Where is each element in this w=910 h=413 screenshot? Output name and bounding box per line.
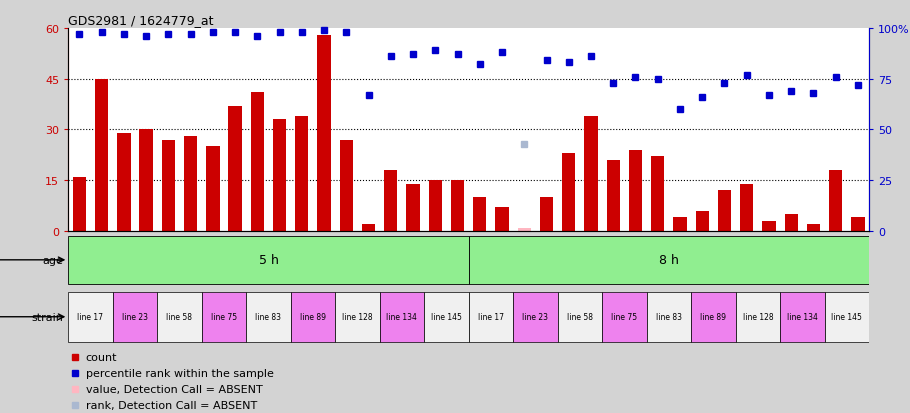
Bar (139, 130, 153, 231)
Bar (450, 180, 464, 231)
Bar (558, 292, 602, 342)
Bar (602, 292, 647, 342)
Text: line 128: line 128 (743, 313, 774, 321)
Bar (68, 292, 113, 342)
Bar (651, 157, 664, 231)
Bar (273, 120, 287, 231)
Text: line 128: line 128 (342, 313, 373, 321)
Text: line 83: line 83 (256, 313, 281, 321)
Text: line 134: line 134 (787, 313, 818, 321)
Bar (807, 225, 820, 231)
Bar (851, 218, 864, 231)
Bar (518, 228, 531, 231)
Text: strain: strain (32, 312, 64, 322)
Text: line 75: line 75 (612, 313, 637, 321)
Bar (824, 292, 869, 342)
Text: 8 h: 8 h (659, 254, 679, 267)
Text: line 17: line 17 (77, 313, 104, 321)
Bar (784, 214, 798, 231)
Text: line 134: line 134 (387, 313, 418, 321)
Bar (362, 225, 375, 231)
Bar (339, 140, 353, 231)
Text: line 75: line 75 (211, 313, 237, 321)
Bar (780, 292, 824, 342)
Bar (117, 133, 130, 231)
Bar (202, 292, 247, 342)
Bar (469, 236, 869, 284)
Bar (695, 211, 709, 231)
Bar (290, 292, 335, 342)
Bar (540, 197, 553, 231)
Bar (513, 292, 558, 342)
Bar (763, 221, 775, 231)
Bar (424, 292, 469, 342)
Bar (607, 160, 620, 231)
Text: value, Detection Call = ABSENT: value, Detection Call = ABSENT (86, 384, 263, 394)
Bar (379, 292, 424, 342)
Text: GDS2981 / 1624779_at: GDS2981 / 1624779_at (68, 14, 214, 27)
Bar (469, 292, 513, 342)
Text: line 58: line 58 (167, 313, 193, 321)
Bar (73, 177, 86, 231)
Bar (68, 236, 469, 284)
Text: line 83: line 83 (656, 313, 682, 321)
Text: line 89: line 89 (701, 313, 726, 321)
Bar (495, 208, 509, 231)
Text: count: count (86, 352, 117, 362)
Text: line 145: line 145 (431, 313, 462, 321)
Bar (157, 292, 202, 342)
Text: line 89: line 89 (300, 313, 326, 321)
Bar (647, 292, 691, 342)
Text: 5 h: 5 h (258, 254, 278, 267)
Text: percentile rank within the sample: percentile rank within the sample (86, 368, 274, 378)
Bar (629, 150, 642, 231)
Bar (429, 180, 442, 231)
Text: rank, Detection Call = ABSENT: rank, Detection Call = ABSENT (86, 400, 258, 410)
Bar (407, 184, 420, 231)
Bar (228, 107, 242, 231)
Bar (691, 292, 735, 342)
Bar (184, 137, 197, 231)
Text: line 23: line 23 (522, 313, 549, 321)
Bar (318, 36, 330, 231)
Bar (250, 93, 264, 231)
Bar (673, 218, 687, 231)
Bar (740, 184, 753, 231)
Bar (295, 116, 308, 231)
Text: age: age (43, 255, 64, 265)
Bar (162, 140, 175, 231)
Bar (829, 171, 843, 231)
Bar (718, 191, 731, 231)
Bar (207, 147, 219, 231)
Bar (473, 197, 487, 231)
Text: line 23: line 23 (122, 313, 148, 321)
Bar (335, 292, 379, 342)
Bar (735, 292, 780, 342)
Text: line 58: line 58 (567, 313, 593, 321)
Bar (113, 292, 157, 342)
Bar (247, 292, 290, 342)
Text: line 17: line 17 (478, 313, 504, 321)
Bar (562, 154, 575, 231)
Bar (384, 171, 398, 231)
Bar (584, 116, 598, 231)
Bar (95, 79, 108, 231)
Text: line 145: line 145 (832, 313, 863, 321)
